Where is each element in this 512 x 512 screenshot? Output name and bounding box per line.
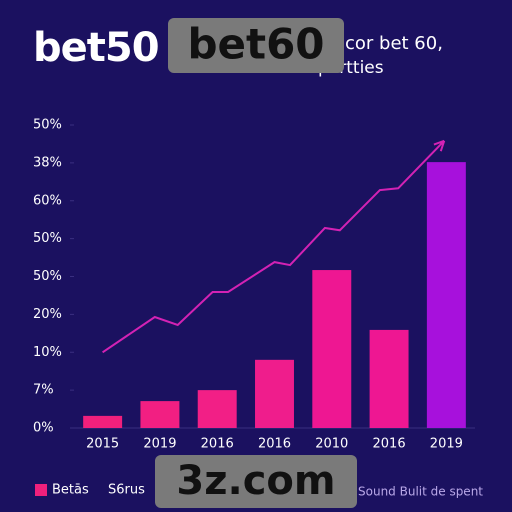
y-tick-label: 7% bbox=[33, 383, 54, 398]
bar bbox=[255, 359, 294, 428]
y-tick-label: 10% bbox=[33, 345, 62, 360]
legend-swatch bbox=[35, 484, 47, 496]
overlay-box bbox=[155, 455, 357, 508]
x-tick-label: 2019 bbox=[430, 437, 463, 452]
arrow-head bbox=[433, 139, 446, 152]
x-tick-label: 2016 bbox=[258, 437, 291, 452]
x-tick-label: 2010 bbox=[315, 437, 348, 452]
x-tick-label: 2016 bbox=[373, 437, 406, 452]
legend-label: Betās bbox=[52, 483, 89, 498]
y-tick-label: 60% bbox=[33, 193, 62, 208]
x-tick-label: 2019 bbox=[143, 437, 176, 452]
bar bbox=[369, 329, 409, 428]
y-tick-label: 38% bbox=[33, 155, 62, 170]
note: Sound Bulit de spent bbox=[358, 485, 483, 499]
legend-label: S6rus bbox=[108, 483, 145, 498]
y-tick-label: 50% bbox=[33, 118, 62, 133]
bar bbox=[197, 390, 237, 428]
chart-title: bet50 bbox=[33, 25, 159, 71]
overlay-text: 3z.com bbox=[176, 458, 335, 504]
bar bbox=[83, 415, 123, 428]
x-tick-label: 2015 bbox=[86, 437, 119, 452]
bar bbox=[140, 401, 180, 428]
y-tick-label: 0% bbox=[33, 421, 54, 436]
subtitle: cor bet 60, bbox=[345, 33, 443, 54]
y-tick-label: 20% bbox=[33, 307, 62, 322]
bar bbox=[312, 270, 352, 428]
trend-line bbox=[102, 144, 441, 354]
bar bbox=[426, 162, 466, 428]
y-tick-label: 50% bbox=[33, 231, 62, 246]
y-tick-label: 50% bbox=[33, 269, 62, 284]
plot-area: 0% 7% 10% 20% 50% 50% 60% 38% 50% 2015 2019 2016 201… bbox=[33, 118, 475, 452]
overlay-text: bet60 bbox=[187, 20, 324, 69]
x-tick-label: 2016 bbox=[201, 437, 234, 452]
overlay-box bbox=[168, 18, 344, 73]
